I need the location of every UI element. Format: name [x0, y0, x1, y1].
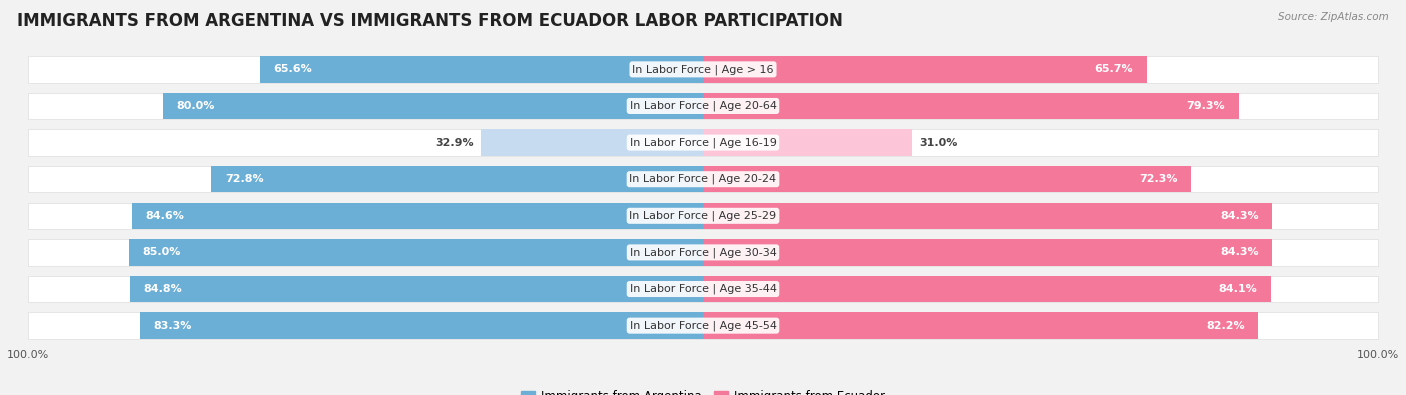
Bar — [260, 56, 703, 83]
Bar — [703, 130, 912, 156]
Text: 65.7%: 65.7% — [1095, 64, 1133, 74]
Text: 31.0%: 31.0% — [920, 137, 957, 148]
Bar — [703, 312, 1378, 339]
Bar — [703, 239, 1272, 265]
Bar — [703, 130, 1378, 156]
Text: In Labor Force | Age > 16: In Labor Force | Age > 16 — [633, 64, 773, 75]
Legend: Immigrants from Argentina, Immigrants from Ecuador: Immigrants from Argentina, Immigrants fr… — [516, 385, 890, 395]
Bar — [703, 93, 1239, 119]
Bar — [28, 93, 703, 119]
Text: In Labor Force | Age 20-64: In Labor Force | Age 20-64 — [630, 101, 776, 111]
Bar — [28, 203, 703, 229]
Bar — [703, 166, 1191, 192]
Bar — [703, 56, 1378, 83]
Text: In Labor Force | Age 25-29: In Labor Force | Age 25-29 — [630, 211, 776, 221]
Text: 84.3%: 84.3% — [1220, 247, 1258, 258]
Bar — [28, 276, 703, 302]
Text: 32.9%: 32.9% — [436, 137, 474, 148]
Bar — [703, 276, 1378, 302]
Text: 84.8%: 84.8% — [143, 284, 183, 294]
Text: Source: ZipAtlas.com: Source: ZipAtlas.com — [1278, 12, 1389, 22]
Text: 65.6%: 65.6% — [273, 64, 312, 74]
Text: 84.1%: 84.1% — [1219, 284, 1257, 294]
Bar — [703, 312, 1258, 339]
Bar — [131, 276, 703, 302]
Bar — [141, 312, 703, 339]
Bar — [132, 203, 703, 229]
Text: 84.6%: 84.6% — [145, 211, 184, 221]
Text: In Labor Force | Age 45-54: In Labor Force | Age 45-54 — [630, 320, 776, 331]
Text: 82.2%: 82.2% — [1206, 321, 1244, 331]
Bar — [703, 93, 1378, 119]
Text: 84.3%: 84.3% — [1220, 211, 1258, 221]
Text: 83.3%: 83.3% — [153, 321, 193, 331]
Bar — [211, 166, 703, 192]
Bar — [28, 130, 703, 156]
Text: In Labor Force | Age 16-19: In Labor Force | Age 16-19 — [630, 137, 776, 148]
Text: 72.8%: 72.8% — [225, 174, 263, 184]
Text: In Labor Force | Age 20-24: In Labor Force | Age 20-24 — [630, 174, 776, 184]
Bar — [703, 276, 1271, 302]
Text: 79.3%: 79.3% — [1187, 101, 1225, 111]
Text: IMMIGRANTS FROM ARGENTINA VS IMMIGRANTS FROM ECUADOR LABOR PARTICIPATION: IMMIGRANTS FROM ARGENTINA VS IMMIGRANTS … — [17, 12, 842, 30]
Bar — [129, 239, 703, 265]
Bar — [703, 239, 1378, 265]
Bar — [28, 166, 703, 192]
Bar — [163, 93, 703, 119]
Text: 80.0%: 80.0% — [176, 101, 215, 111]
Bar — [703, 56, 1147, 83]
Bar — [703, 203, 1272, 229]
Text: In Labor Force | Age 35-44: In Labor Force | Age 35-44 — [630, 284, 776, 294]
Bar — [28, 56, 703, 83]
Bar — [28, 312, 703, 339]
Bar — [28, 239, 703, 265]
Bar — [481, 130, 703, 156]
Text: 85.0%: 85.0% — [142, 247, 181, 258]
Text: In Labor Force | Age 30-34: In Labor Force | Age 30-34 — [630, 247, 776, 258]
Text: 72.3%: 72.3% — [1139, 174, 1178, 184]
Bar — [703, 203, 1378, 229]
Bar — [703, 166, 1378, 192]
